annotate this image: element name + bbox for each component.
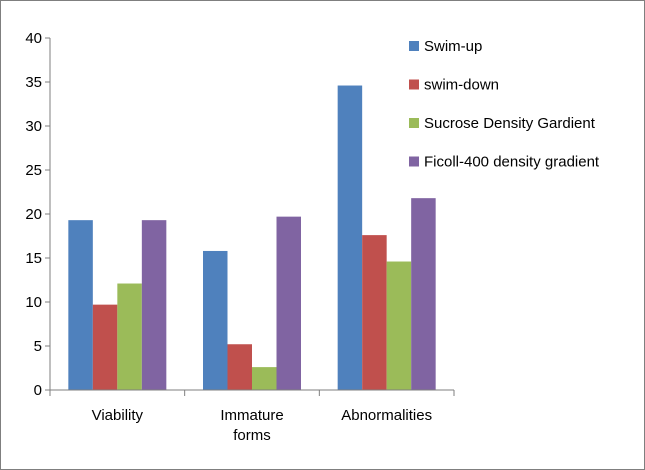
x-axis-ticks: Viability Immature forms Abnormalities — [49, 390, 455, 444]
legend-label: swim-down — [424, 77, 499, 94]
bar-ficoll-400-density-gradient-0 — [141, 220, 167, 390]
y-axis-ticks: 0 5 10 15 20 25 30 35 40 — [25, 30, 50, 399]
bar-sucrose-density-gardient-0 — [117, 283, 142, 390]
x-tick-label: Immature — [220, 407, 283, 424]
legend-swatch — [409, 118, 419, 128]
bar-swim-down-2 — [362, 235, 387, 390]
y-tick-label: 20 — [25, 206, 42, 223]
bar-ficoll-400-density-gradient-2 — [411, 198, 436, 390]
bar-swim-up-1 — [203, 250, 228, 390]
x-tick-label: forms — [233, 427, 271, 444]
y-tick-label: 5 — [34, 338, 42, 355]
legend-label: Swim-up — [424, 38, 482, 55]
y-tick-label: 35 — [25, 74, 42, 91]
legend-swatch — [409, 79, 419, 90]
y-tick-label: 0 — [34, 382, 42, 399]
x-tick-label: Viability — [92, 407, 144, 424]
legend: Swim-up swim-down Sucrose Density Gardient… — [409, 38, 600, 171]
legend-swatch — [409, 156, 419, 167]
bar-swim-up-0 — [68, 220, 93, 390]
legend-label: Ficoll-400 density gradient — [424, 154, 600, 171]
bar-swim-up-2 — [337, 85, 363, 391]
bar-swim-down-1 — [227, 344, 252, 390]
bars-group — [68, 85, 436, 391]
y-tick-label: 30 — [25, 118, 42, 135]
bar-swim-down-0 — [92, 304, 118, 390]
bar-ficoll-400-density-gradient-1 — [276, 216, 301, 390]
bar-sucrose-density-gardient-1 — [252, 367, 277, 390]
bar-sucrose-density-gardient-2 — [386, 261, 412, 390]
y-tick-label: 10 — [25, 294, 42, 311]
legend-swatch — [409, 41, 419, 51]
y-tick-label: 25 — [25, 162, 42, 179]
x-tick-label: Abnormalities — [341, 407, 432, 424]
y-tick-label: 15 — [25, 250, 42, 267]
legend-label: Sucrose Density Gardient — [424, 115, 596, 132]
y-tick-label: 40 — [25, 30, 42, 47]
